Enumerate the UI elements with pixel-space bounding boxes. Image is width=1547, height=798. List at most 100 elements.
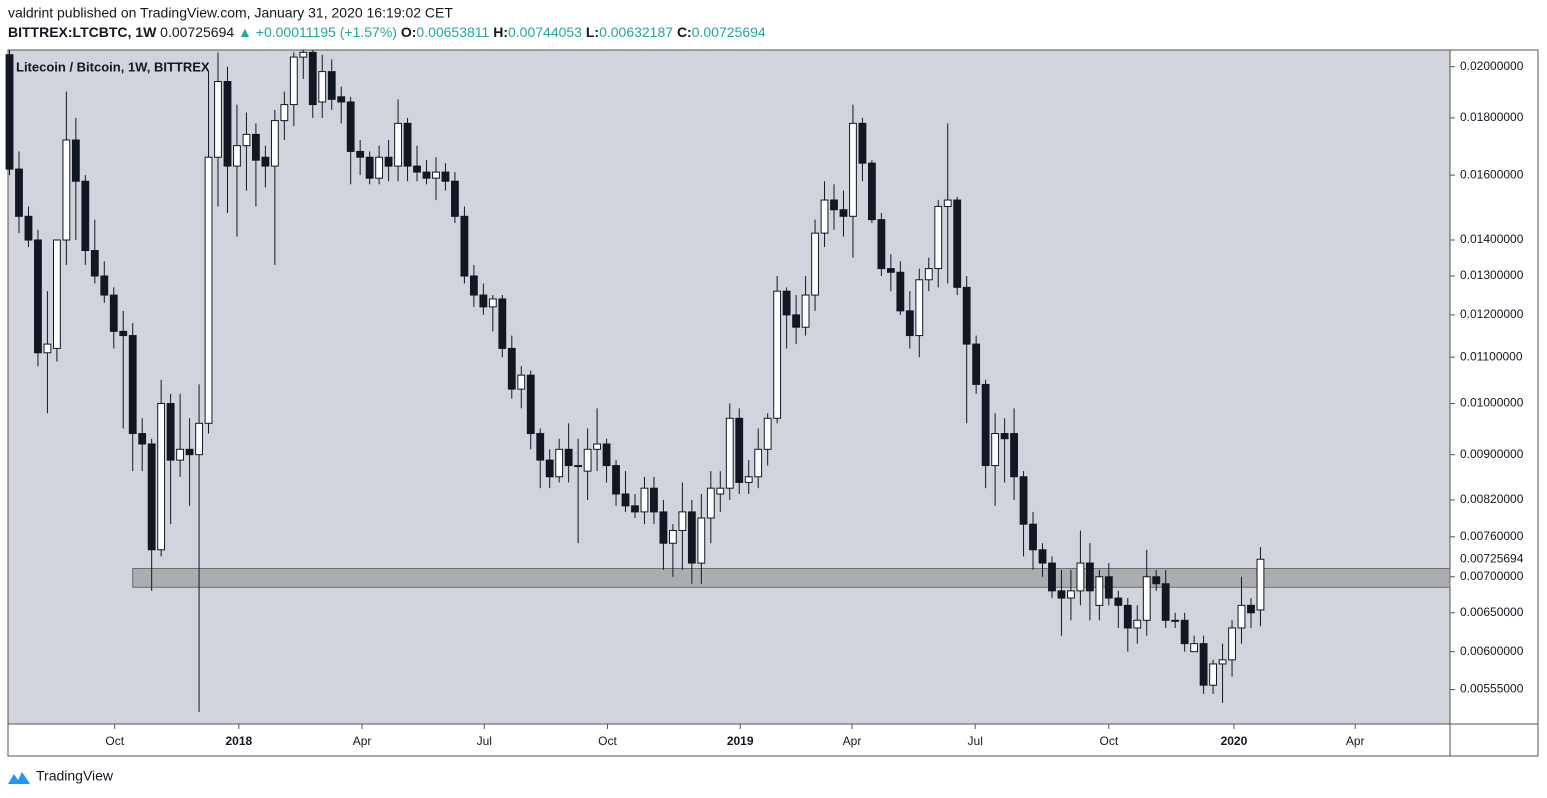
candle-body — [735, 417, 744, 483]
candle-body — [337, 96, 346, 103]
low-value: 0.00632187 — [599, 24, 673, 40]
candle-body — [1095, 576, 1104, 606]
candle-body — [650, 487, 658, 513]
candle-body — [280, 104, 289, 122]
support-zone — [132, 568, 1451, 588]
x-tick-label: Jul — [968, 734, 983, 748]
candle-body — [1142, 576, 1151, 621]
candle-body — [896, 271, 905, 312]
logo — [8, 772, 30, 784]
candle-body — [991, 433, 1000, 467]
y-tick-label: 0.01000000 — [1460, 396, 1524, 410]
candle-body — [223, 81, 232, 167]
candle-body — [451, 180, 459, 217]
candle-body — [1199, 643, 1208, 686]
candle-body — [52, 239, 61, 349]
candle-body — [1218, 659, 1227, 665]
candle-body — [1161, 583, 1170, 621]
candle-body — [1104, 576, 1113, 599]
candle-body — [100, 275, 109, 296]
candle-body — [356, 150, 365, 158]
candle-body — [195, 422, 203, 456]
candle-body — [517, 374, 526, 390]
candle-body — [157, 402, 166, 551]
candle-body — [1085, 562, 1094, 592]
candle-body — [782, 290, 791, 316]
candle-body — [820, 199, 829, 234]
candle-body — [252, 133, 260, 161]
candle-body — [754, 448, 763, 478]
ohlc-label: H: — [493, 24, 508, 40]
candle-body — [1019, 476, 1028, 525]
logo-icon — [8, 772, 30, 784]
candle-body — [422, 171, 431, 179]
candle-body — [1256, 558, 1265, 611]
candle-body — [763, 417, 772, 450]
y-tick-label: 0.00555000 — [1460, 682, 1524, 696]
candle-body — [981, 383, 990, 467]
candle-body — [716, 487, 725, 495]
x-tick-label: Apr — [353, 734, 372, 748]
y-tick-label: 0.00820000 — [1460, 492, 1524, 506]
candle-body — [1123, 604, 1132, 629]
publisher-line: valdrint published on TradingView.com, J… — [8, 5, 453, 21]
ohlc-label: L: — [586, 24, 599, 40]
candle-body — [441, 171, 450, 182]
ohlc-label: O: — [401, 24, 417, 40]
high-value: 0.00744053 — [508, 24, 582, 40]
candle-body — [432, 171, 440, 179]
x-tick-label: 2018 — [226, 734, 253, 748]
candle-body — [1038, 549, 1047, 564]
candle-body — [233, 145, 241, 167]
candle-body — [469, 275, 478, 296]
candle-body — [943, 199, 952, 207]
candle-body — [602, 443, 611, 467]
candle-body — [1209, 663, 1217, 686]
candle-body — [886, 268, 895, 273]
y-tick-label: 0.00600000 — [1460, 644, 1524, 658]
candle-body — [555, 448, 564, 478]
candle-body — [1237, 604, 1246, 629]
open-value: 0.00653811 — [416, 24, 489, 40]
candle-body — [204, 156, 213, 424]
candle-body — [138, 433, 147, 445]
candle-body — [1228, 627, 1236, 661]
candle-body — [924, 268, 933, 281]
candle-body — [830, 199, 838, 211]
candle-body — [299, 51, 308, 58]
candle-body — [536, 433, 545, 461]
x-tick-label: Oct — [598, 734, 617, 748]
y-tick-label: 0.01400000 — [1460, 232, 1524, 246]
candle-body — [612, 465, 620, 495]
candle-body — [270, 120, 279, 167]
symbol: BITTREX:LTCBTC, 1W — [8, 24, 157, 40]
candle-body — [867, 162, 876, 221]
last-price: 0.00725694 — [160, 24, 234, 40]
y-tick-label: 0.01100000 — [1460, 349, 1523, 363]
candle-body — [972, 343, 981, 385]
quote-line: BITTREX:LTCBTC, 1W 0.00725694 ▲ +0.00011… — [8, 24, 766, 40]
x-tick-label: 2020 — [1221, 734, 1248, 748]
y-tick-label: 0.00700000 — [1460, 569, 1524, 583]
candle-body — [261, 156, 270, 167]
candle-body — [24, 215, 33, 241]
candle-body — [289, 56, 298, 106]
candle-body — [1152, 576, 1161, 585]
candle-body — [479, 294, 488, 308]
candle-body — [5, 54, 14, 170]
last-price-label: 0.00725694 — [1460, 551, 1524, 565]
change: +0.00011195 (+1.57%) — [256, 24, 397, 40]
candle-body — [934, 205, 943, 270]
candle-body — [109, 294, 118, 332]
y-tick-label: 0.00650000 — [1460, 605, 1524, 619]
close-value: 0.00725694 — [692, 24, 766, 40]
candle-body — [242, 133, 251, 147]
brand[interactable]: TradingView — [36, 768, 114, 784]
candle-body — [327, 71, 336, 100]
candle-body — [668, 529, 677, 544]
candle-body — [583, 448, 592, 472]
candle-body — [545, 459, 554, 478]
y-tick-label: 0.01600000 — [1460, 167, 1524, 181]
candle-body — [801, 294, 810, 328]
ohlc-label: C: — [677, 24, 692, 40]
